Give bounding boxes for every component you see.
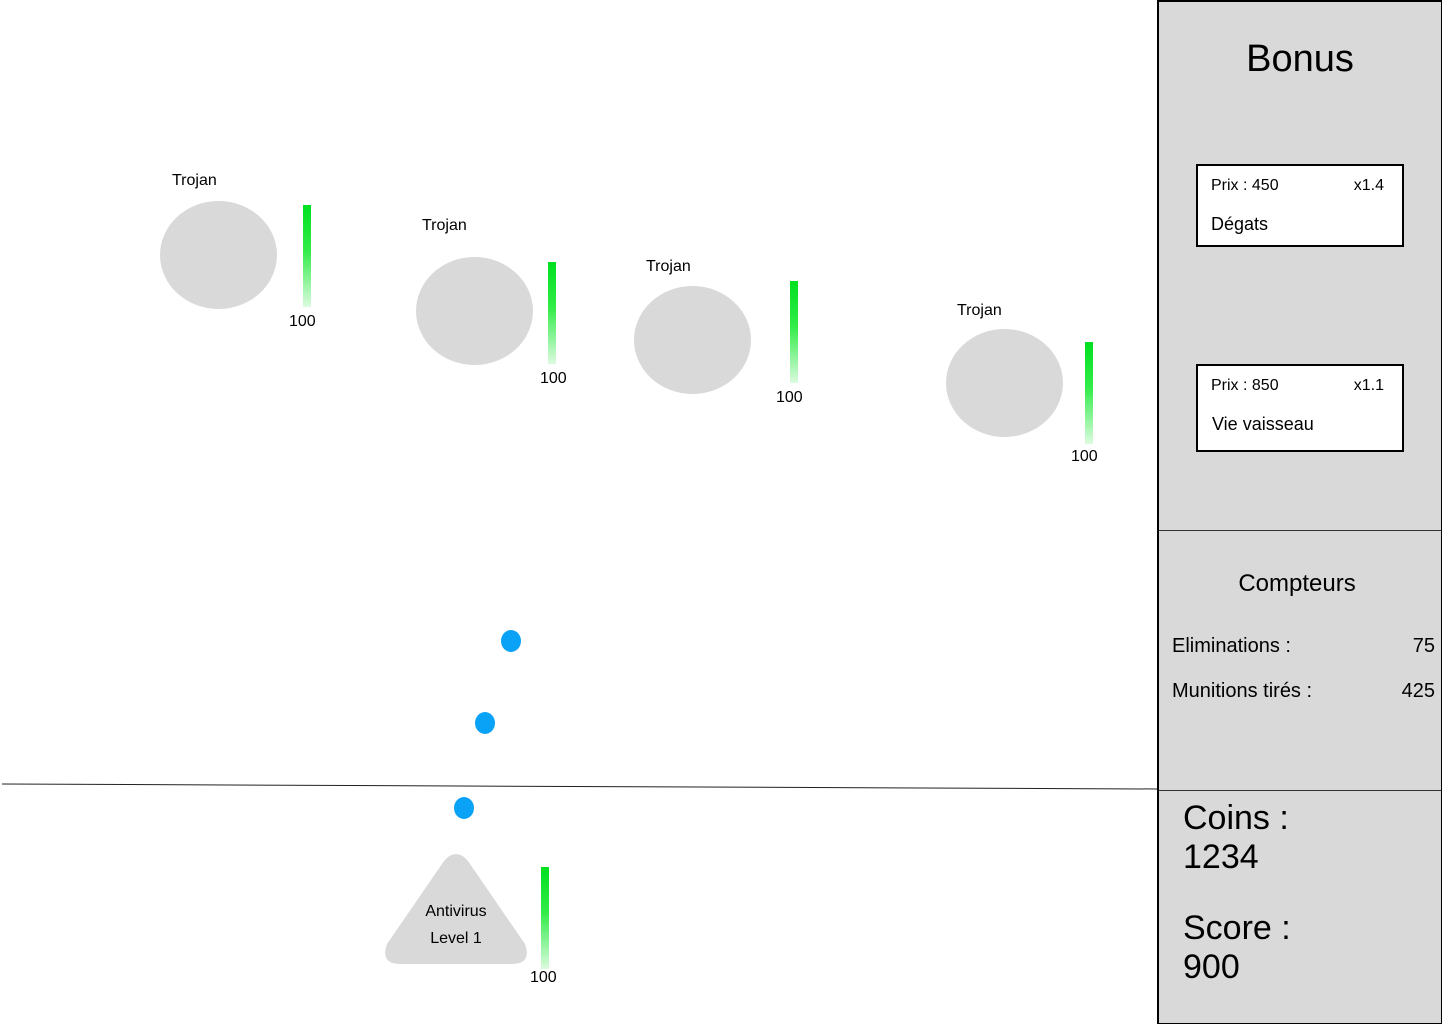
score-value: 900 bbox=[1183, 948, 1240, 986]
score-label: Score : bbox=[1183, 909, 1291, 947]
side-panel: Bonus Prix : 450 x1.4 Dégats Prix : 850 … bbox=[1157, 0, 1442, 1024]
enemy-health-value: 100 bbox=[1071, 448, 1098, 465]
player-level: Level 1 bbox=[430, 930, 482, 947]
enemy-name: Trojan bbox=[172, 172, 217, 189]
projectile bbox=[475, 712, 495, 734]
counters-title: Compteurs bbox=[1238, 570, 1356, 597]
player-name: Antivirus bbox=[425, 903, 487, 920]
enemy-body bbox=[946, 329, 1063, 437]
bonus-price: Prix : 850 bbox=[1211, 377, 1279, 394]
bonus-multiplier: x1.1 bbox=[1353, 377, 1384, 394]
enemy-name: Trojan bbox=[957, 302, 1002, 319]
eliminations-value: 75 bbox=[1412, 635, 1435, 657]
panel-divider bbox=[1159, 790, 1441, 791]
player-health-value: 100 bbox=[530, 969, 557, 986]
enemy-health-bar bbox=[790, 281, 798, 383]
enemy-health-value: 100 bbox=[776, 389, 803, 406]
enemy-name: Trojan bbox=[646, 258, 691, 275]
bonus-title: Bonus bbox=[1246, 38, 1354, 80]
projectile bbox=[501, 630, 521, 652]
bonus-multiplier: x1.4 bbox=[1353, 177, 1384, 194]
ship-triangle bbox=[385, 854, 527, 964]
coins-value: 1234 bbox=[1183, 838, 1259, 876]
shots-value: 425 bbox=[1401, 680, 1435, 702]
enemy-health-bar bbox=[303, 205, 311, 307]
bonus-card-damage[interactable]: Prix : 450 x1.4 Dégats bbox=[1196, 164, 1404, 247]
bonus-card-ship-health[interactable]: Prix : 850 x1.1 Vie vaisseau bbox=[1196, 364, 1404, 452]
enemy-health-value: 100 bbox=[289, 313, 316, 330]
projectile bbox=[454, 797, 474, 819]
player-health-bar bbox=[541, 867, 549, 969]
enemy-health-bar bbox=[1085, 342, 1093, 444]
panel-divider bbox=[1159, 530, 1441, 531]
bonus-price: Prix : 450 bbox=[1211, 177, 1279, 194]
enemy-body bbox=[160, 201, 277, 309]
enemy-health-bar bbox=[548, 262, 556, 364]
player-ship[interactable]: Antivirus Level 1 bbox=[382, 852, 530, 966]
enemy-health-value: 100 bbox=[540, 370, 567, 387]
enemy-body bbox=[416, 257, 533, 365]
enemy-name: Trojan bbox=[422, 217, 467, 234]
bonus-name: Vie vaisseau bbox=[1212, 414, 1314, 434]
eliminations-label: Eliminations : bbox=[1172, 635, 1291, 657]
enemy-body bbox=[634, 286, 751, 394]
coins-label: Coins : bbox=[1183, 799, 1289, 837]
shots-label: Munitions tirés : bbox=[1172, 680, 1313, 702]
bonus-name: Dégats bbox=[1211, 214, 1269, 234]
